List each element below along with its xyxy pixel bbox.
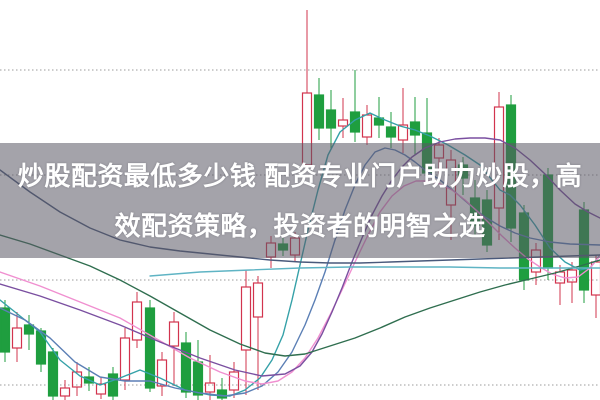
candle-body — [23, 324, 35, 335]
candle-body — [337, 119, 349, 127]
candle-body — [71, 371, 83, 388]
candle-body — [47, 351, 59, 397]
candle-body — [349, 111, 361, 133]
candle-body — [216, 389, 228, 399]
candle-body — [144, 307, 156, 389]
ma-cyan-flat-line — [149, 266, 600, 277]
candle-body — [590, 261, 600, 296]
candle-body — [35, 330, 47, 365]
candle-body — [313, 94, 325, 129]
headline-line-1: 炒股配资最低多少钱 配资专业门户助力炒股，高 — [17, 160, 583, 191]
candle-body — [240, 286, 252, 351]
candle-body — [228, 371, 240, 391]
candle-body — [373, 117, 385, 126]
candle-body — [156, 359, 168, 387]
candle-body — [192, 361, 204, 396]
candle-body — [204, 382, 216, 393]
candle-body — [131, 301, 143, 341]
candle-body — [397, 124, 409, 141]
candle-body — [0, 307, 11, 353]
candle-body — [168, 321, 180, 347]
candle-body — [180, 342, 192, 393]
candle-body — [325, 109, 337, 129]
ma-dark-green-line — [0, 234, 600, 357]
headline-overlay: 炒股配资最低多少钱 配资专业门户助力炒股，高 效配资策略，投资者的明智之选 — [0, 143, 600, 258]
candle-body — [252, 282, 264, 318]
candle-body — [107, 373, 119, 397]
candle-body — [11, 327, 23, 349]
candle-body — [385, 126, 397, 138]
candle-body — [566, 269, 578, 283]
candle-body — [59, 387, 71, 397]
candle-body — [119, 337, 131, 381]
candle-body — [361, 114, 373, 138]
headline-line-2: 效配资策略，投资者的明智之选 — [114, 210, 486, 241]
